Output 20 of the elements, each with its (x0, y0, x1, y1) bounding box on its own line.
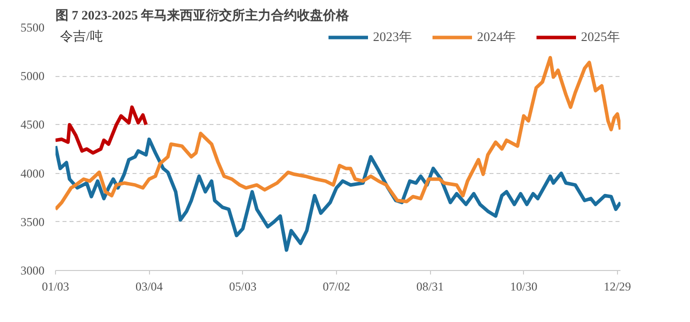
x-tick-label: 05/03 (229, 280, 256, 294)
y-tick-label: 4500 (20, 118, 44, 132)
x-tick-label: 07/02 (322, 280, 350, 294)
legend-label: 2023年 (373, 28, 412, 46)
x-tick-label: 01/03 (42, 280, 70, 294)
x-tick-label: 10/30 (510, 280, 538, 294)
chart-title: 图 7 2023-2025 年马来西亚衍交所主力合约收盘价格 (56, 8, 350, 22)
x-tick-label: 12/29 (604, 280, 632, 294)
x-tick-label: 08/31 (416, 280, 444, 294)
legend-label: 2024年 (477, 28, 516, 46)
x-tick-label: 03/04 (135, 280, 163, 294)
y-tick-label: 3000 (20, 264, 44, 278)
legend-label: 2025年 (581, 28, 620, 46)
y-tick-label: 5000 (20, 69, 44, 84)
line-series (56, 56, 620, 212)
y-tick-label: 4000 (20, 166, 44, 180)
y-tick-label: 3500 (20, 214, 44, 229)
y-axis-title: 令吉/吨 (60, 28, 103, 44)
y-tick-label: 5500 (20, 20, 44, 34)
line-series (56, 138, 620, 252)
